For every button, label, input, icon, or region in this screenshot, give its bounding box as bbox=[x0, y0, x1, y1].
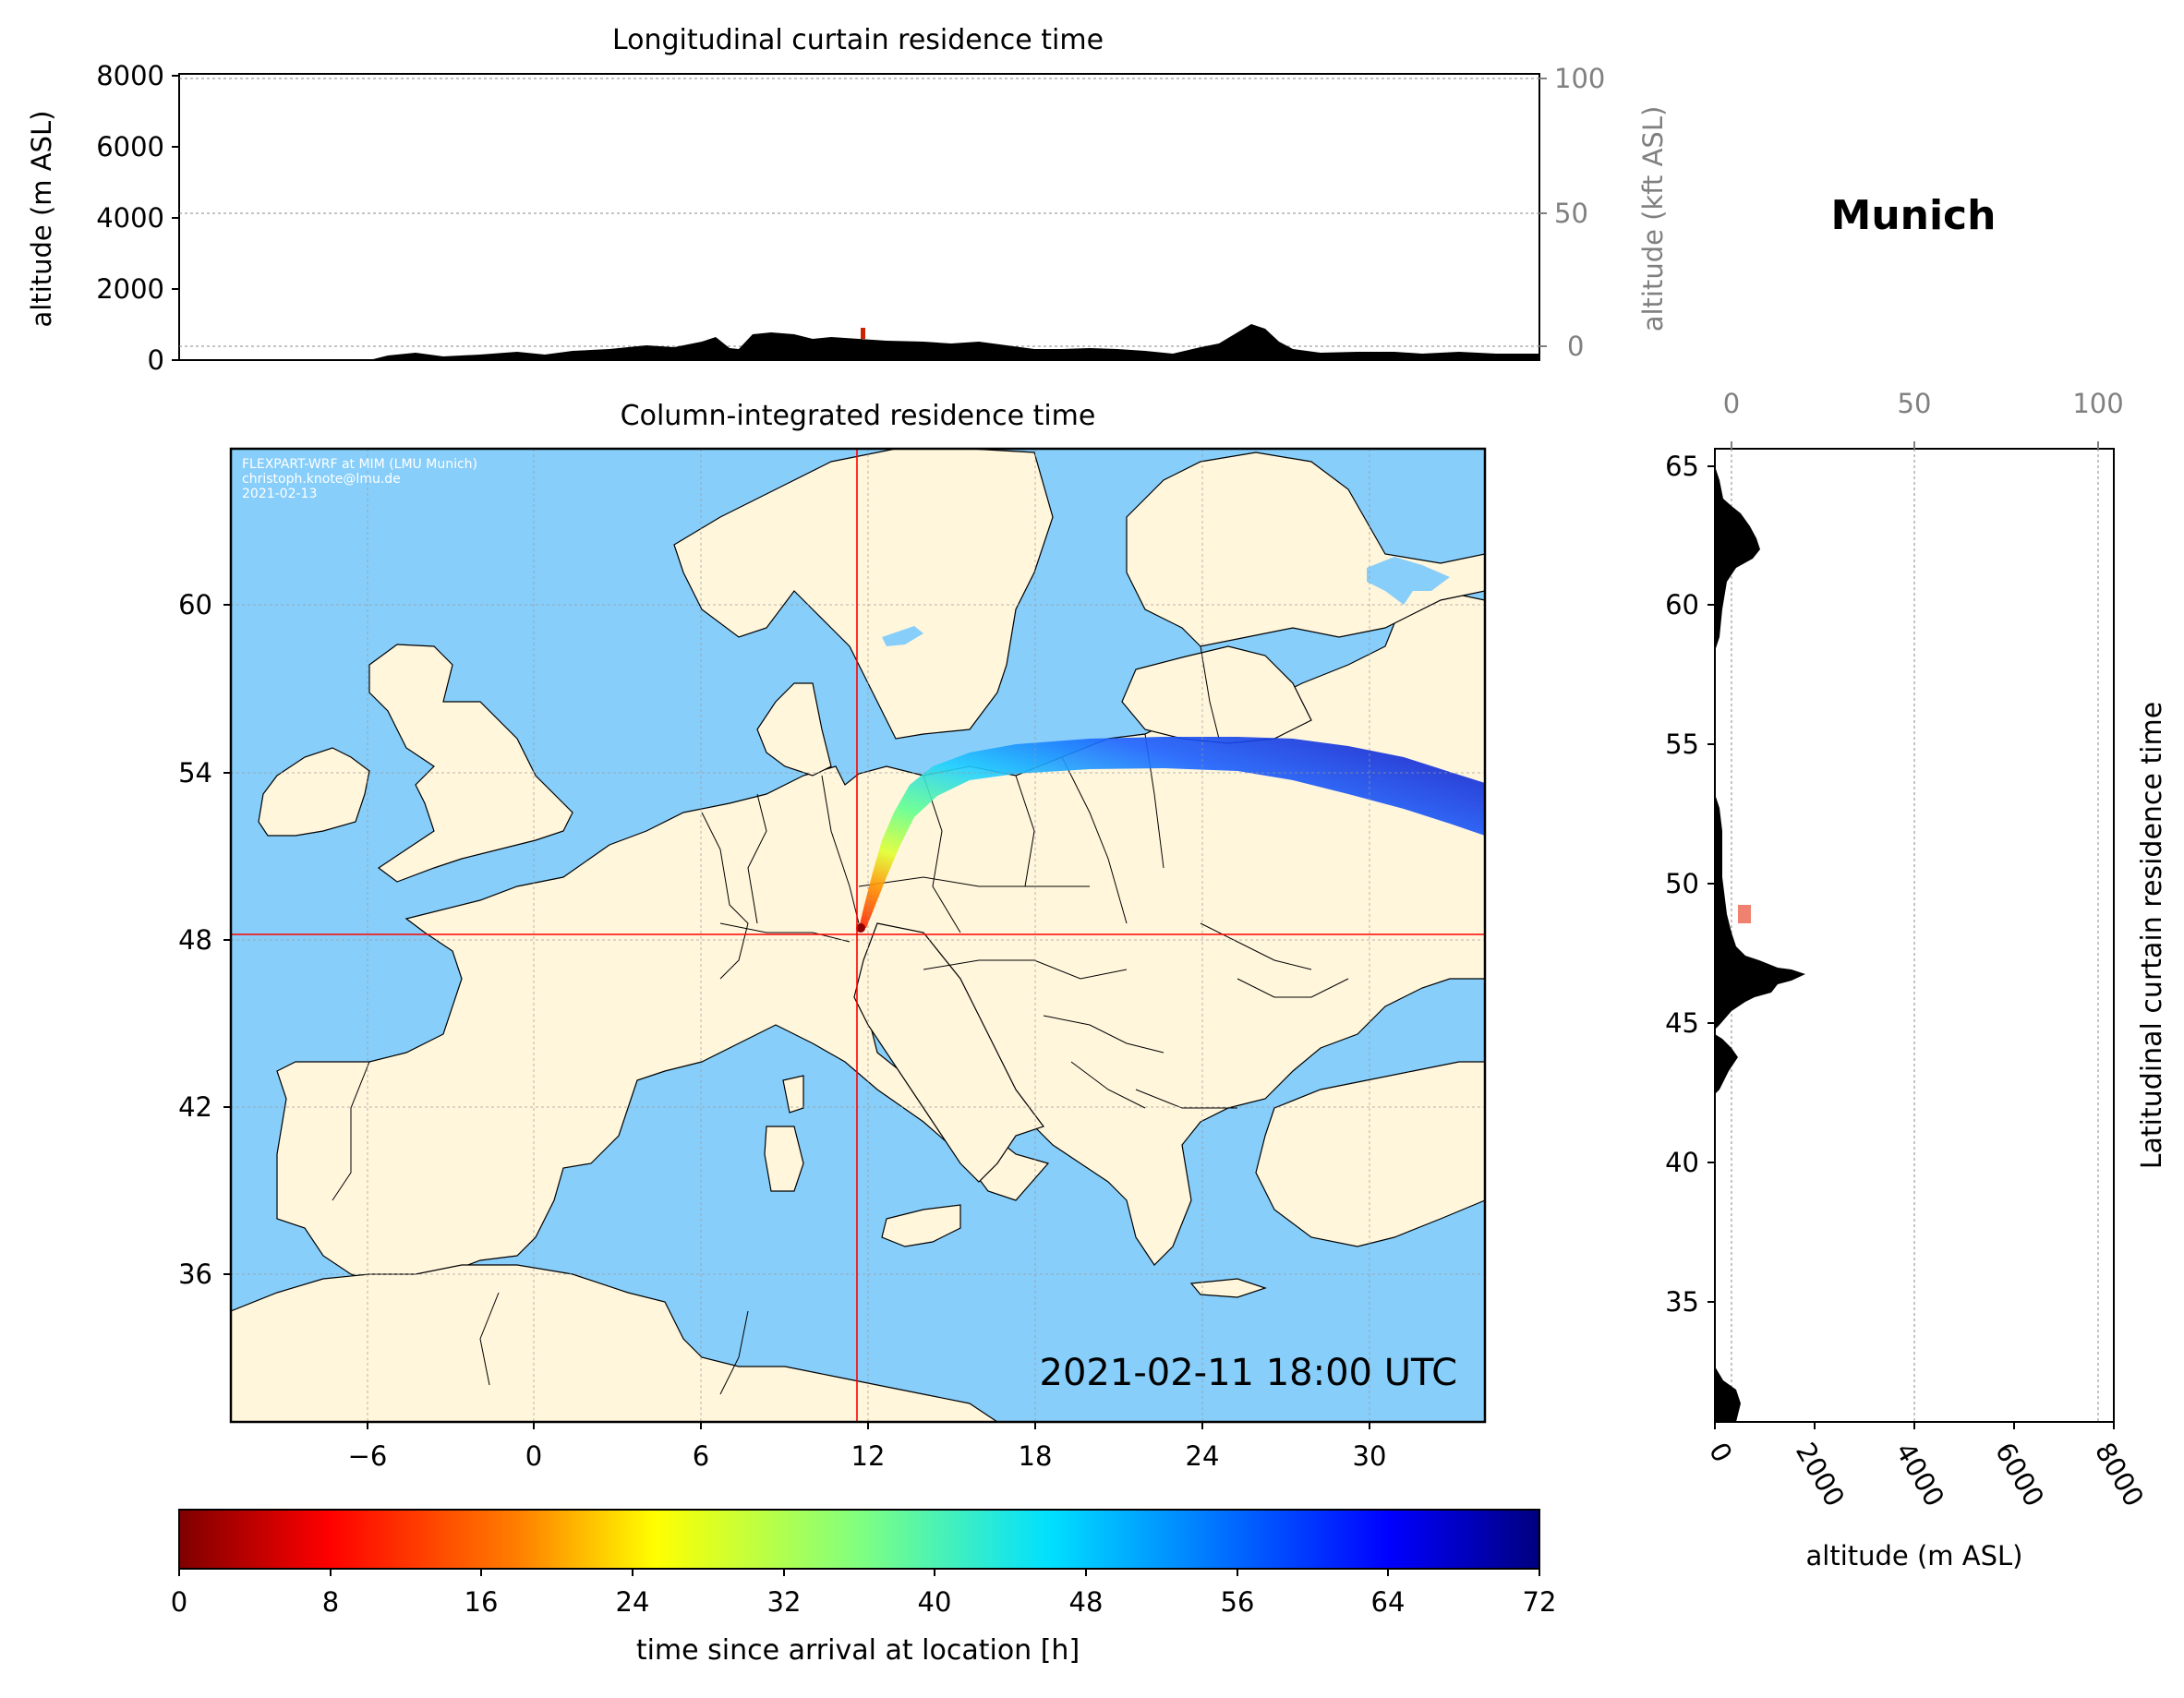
lake-vanern bbox=[882, 626, 923, 646]
right-y-tick-1: 40 bbox=[1665, 1147, 1699, 1178]
credit-line-2: christoph.knote@lmu.de bbox=[242, 472, 401, 487]
colorbar-tick-9: 72 bbox=[1523, 1586, 1557, 1618]
right-y-ticks bbox=[1707, 465, 1715, 1303]
right-y-tick-6: 65 bbox=[1665, 451, 1699, 482]
credit-line-3: 2021-02-13 bbox=[242, 487, 317, 501]
map-x-ticks bbox=[367, 1422, 1370, 1429]
top-right-tick-2: 100 bbox=[1554, 63, 1605, 94]
colorbar-tick-4: 32 bbox=[767, 1586, 802, 1618]
right-curtain-mark bbox=[1738, 905, 1751, 923]
baltic-states bbox=[1121, 645, 1312, 744]
top-left-tick-2: 4000 bbox=[96, 202, 164, 234]
colorbar-ticks bbox=[178, 1569, 1540, 1576]
right-panel: 35 40 45 50 55 60 65 0 50 100 0 2000 400… bbox=[1665, 388, 2168, 1572]
right-y-tick-0: 35 bbox=[1665, 1286, 1699, 1318]
map-x-tick-2: 6 bbox=[693, 1440, 709, 1472]
map-y-ticks bbox=[223, 604, 231, 1275]
map-frame bbox=[229, 447, 1487, 1424]
residence-plume bbox=[859, 737, 1485, 928]
country-borders bbox=[332, 645, 1349, 1395]
colorbar-tick-5: 40 bbox=[918, 1586, 952, 1618]
map-x-tick-0: −6 bbox=[348, 1440, 388, 1472]
credit-line-1: FLEXPART-WRF at MIM (LMU Munich) bbox=[242, 457, 477, 472]
top-left-axis-label: altitude (m ASL) bbox=[26, 111, 57, 328]
top-left-tick-0: 0 bbox=[148, 344, 164, 376]
right-side-title: Latitudinal curtain residence time bbox=[2136, 702, 2168, 1169]
great-britain bbox=[368, 644, 573, 883]
turkey bbox=[1255, 1061, 1485, 1247]
map-y-tick-2: 48 bbox=[178, 924, 212, 956]
right-bottom-tick-4: 8000 bbox=[2089, 1438, 2150, 1512]
lake-ladoga bbox=[1367, 557, 1450, 605]
map-y-tick-4: 60 bbox=[178, 589, 212, 620]
colorbar: 0 8 16 24 32 40 48 56 64 72 time since a… bbox=[171, 1509, 1557, 1667]
top-terrain bbox=[179, 324, 1539, 360]
top-curtain-mark bbox=[861, 328, 865, 339]
sicily bbox=[881, 1204, 961, 1247]
colorbar-tick-6: 48 bbox=[1069, 1586, 1104, 1618]
map-y-tick-1: 42 bbox=[178, 1091, 212, 1123]
north-africa bbox=[231, 1264, 999, 1422]
top-panel-frame bbox=[178, 73, 1540, 361]
right-x-label: altitude (m ASL) bbox=[1806, 1540, 2023, 1572]
right-top-ticks bbox=[1731, 441, 2099, 449]
top-right-axis bbox=[1539, 78, 1547, 347]
sardinia bbox=[764, 1126, 804, 1192]
denmark bbox=[756, 682, 832, 777]
right-top-tick-2: 100 bbox=[2072, 388, 2123, 419]
top-left-tick-4: 8000 bbox=[96, 60, 164, 91]
colorbar-label: time since arrival at location [h] bbox=[636, 1634, 1080, 1667]
top-left-tick-3: 6000 bbox=[96, 131, 164, 163]
colorbar-tick-1: 8 bbox=[322, 1586, 339, 1618]
colorbar-tick-3: 24 bbox=[616, 1586, 650, 1618]
right-top-tick-0: 0 bbox=[1723, 388, 1740, 419]
right-top-tick-1: 50 bbox=[1898, 388, 1932, 419]
map-panel-title: Column-integrated residence time bbox=[621, 400, 1096, 432]
top-panel: Longitudinal curtain residence time 0 20… bbox=[26, 24, 1669, 376]
right-terrain bbox=[1715, 466, 1805, 1422]
colorbar-tick-0: 0 bbox=[171, 1586, 187, 1618]
map-x-tick-1: 0 bbox=[525, 1440, 542, 1472]
timestamp: 2021-02-11 18:00 UTC bbox=[1040, 1352, 1457, 1394]
top-right-tick-0: 0 bbox=[1567, 331, 1584, 362]
colorbar-gradient bbox=[178, 1509, 1540, 1570]
top-right-tick-1: 50 bbox=[1554, 198, 1588, 229]
map-x-tick-6: 30 bbox=[1353, 1440, 1387, 1472]
top-left-tick-1: 2000 bbox=[96, 273, 164, 305]
right-bottom-ticks bbox=[1714, 1422, 2115, 1429]
map-y-tick-3: 54 bbox=[178, 757, 212, 789]
location-title: Munich bbox=[1831, 192, 1997, 239]
right-y-tick-3: 50 bbox=[1665, 868, 1699, 899]
map-x-tick-5: 24 bbox=[1186, 1440, 1220, 1472]
right-y-tick-4: 55 bbox=[1665, 729, 1699, 760]
right-bottom-tick-1: 2000 bbox=[1790, 1438, 1851, 1512]
colorbar-tick-8: 64 bbox=[1371, 1586, 1406, 1618]
release-point bbox=[856, 923, 865, 933]
right-y-tick-2: 45 bbox=[1665, 1007, 1699, 1039]
right-bottom-tick-3: 6000 bbox=[1989, 1438, 2050, 1512]
right-y-tick-5: 60 bbox=[1665, 589, 1699, 620]
scandinavia bbox=[673, 449, 1054, 740]
right-panel-gridlines bbox=[1731, 449, 2099, 1422]
ireland bbox=[258, 747, 370, 837]
map-panel: Column-integrated residence time bbox=[178, 400, 1487, 1472]
top-right-axis-label: altitude (kft ASL) bbox=[1637, 106, 1669, 332]
map-x-tick-4: 18 bbox=[1019, 1440, 1053, 1472]
map-gridlines bbox=[231, 449, 1485, 1422]
colorbar-tick-7: 56 bbox=[1221, 1586, 1255, 1618]
map-x-tick-3: 12 bbox=[851, 1440, 886, 1472]
crosshair bbox=[231, 449, 1485, 1422]
map-y-tick-0: 36 bbox=[178, 1258, 212, 1290]
top-left-axis bbox=[172, 75, 179, 361]
colorbar-tick-2: 16 bbox=[465, 1586, 499, 1618]
corsica bbox=[782, 1075, 804, 1114]
top-panel-title: Longitudinal curtain residence time bbox=[612, 24, 1104, 56]
crete bbox=[1189, 1278, 1267, 1298]
right-bottom-tick-0: 0 bbox=[1703, 1438, 1739, 1468]
right-bottom-tick-2: 4000 bbox=[1889, 1438, 1950, 1512]
